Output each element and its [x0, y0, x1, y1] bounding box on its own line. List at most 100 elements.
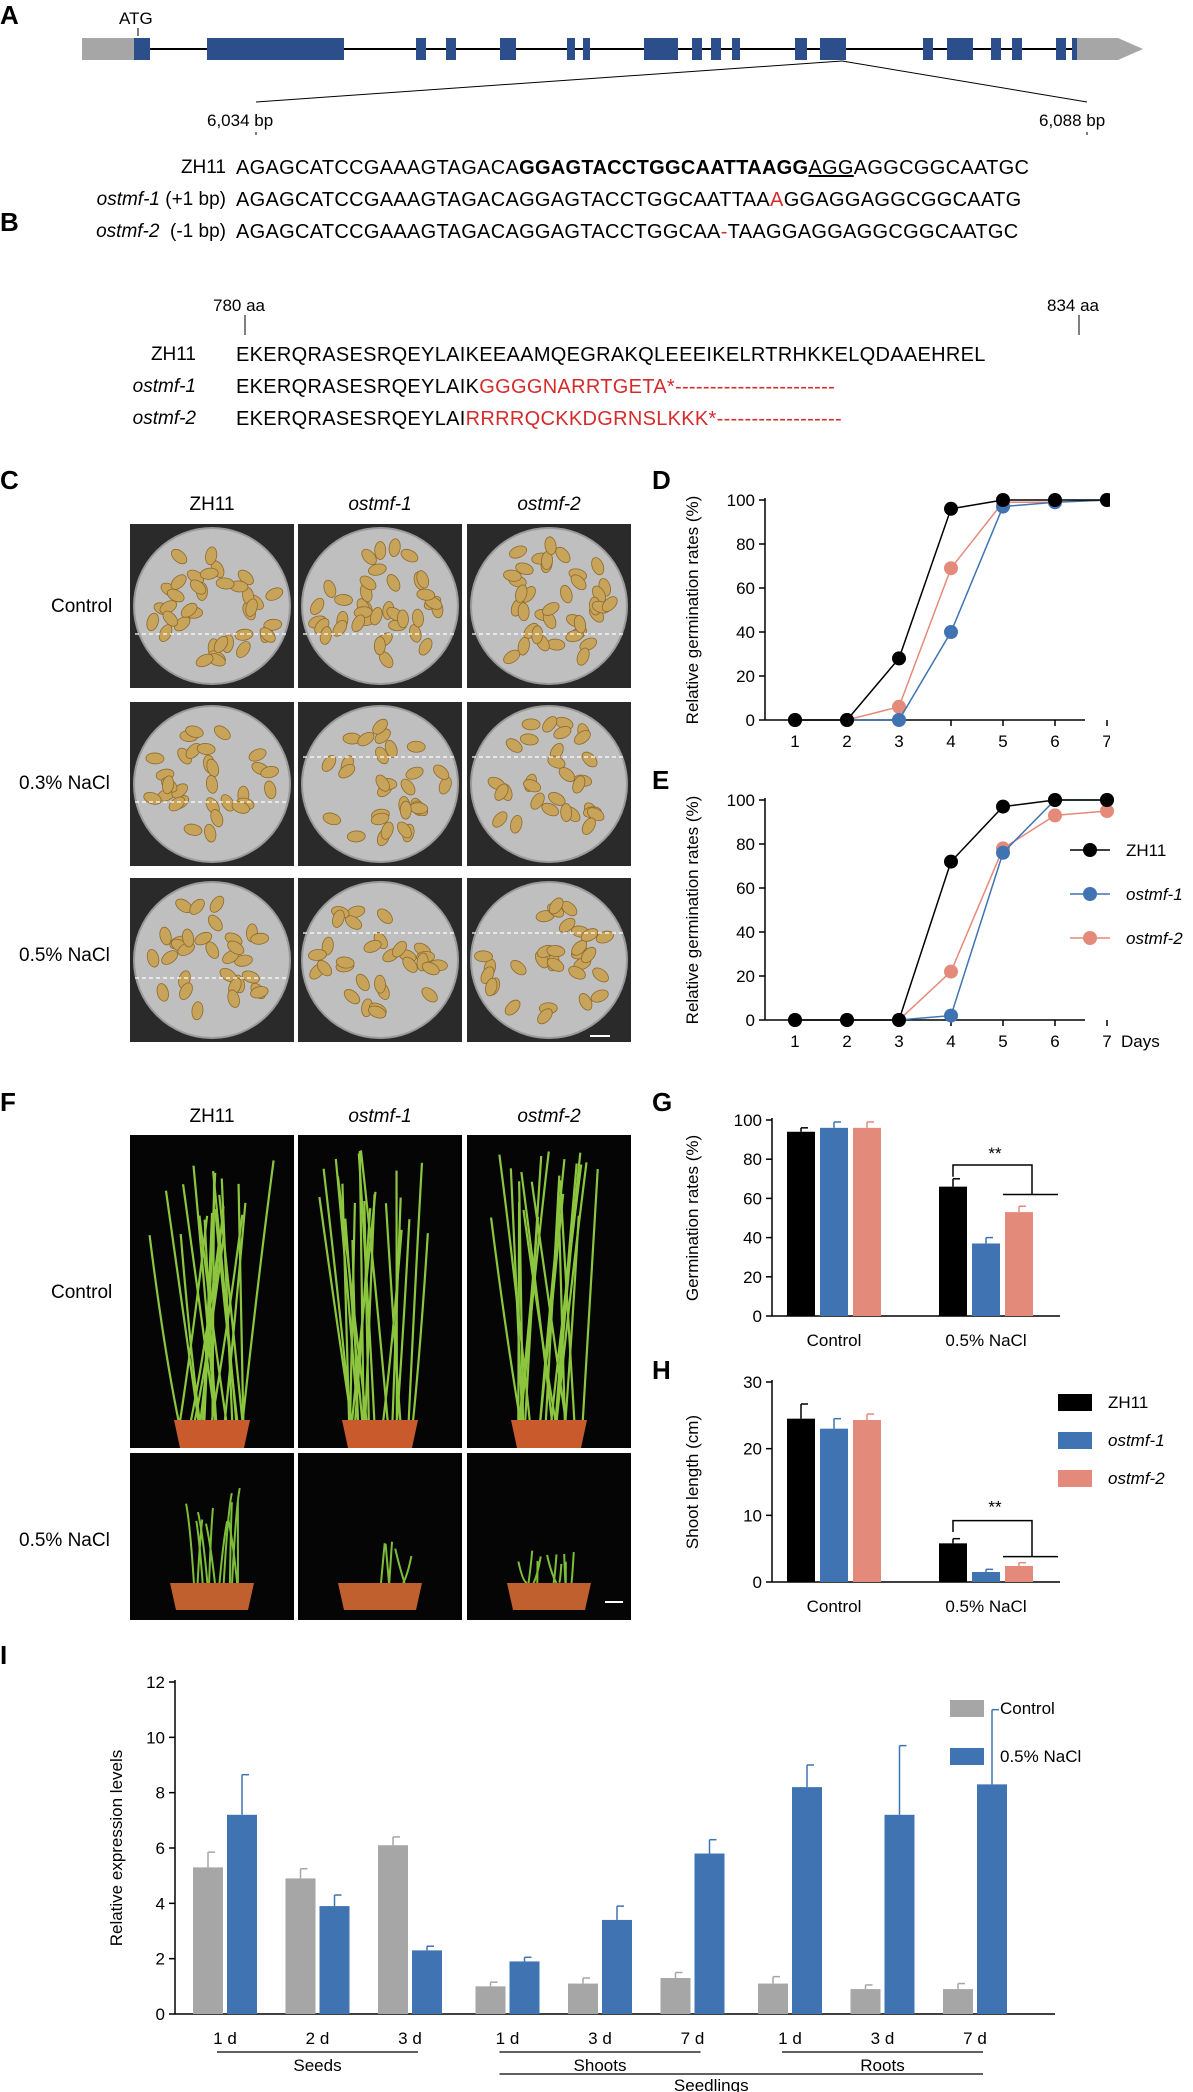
- x-tick-label: 6: [1050, 1032, 1059, 1051]
- x-tick-label: 3: [894, 732, 903, 751]
- legend-label: ZH11: [1108, 1393, 1148, 1412]
- y-axis-label: Germination rates (%): [683, 1135, 702, 1301]
- x-tick-label: 4: [946, 1032, 955, 1051]
- c-row-03nacl: 0.3% NaCl: [19, 773, 110, 794]
- significance-label: **: [988, 1144, 1002, 1163]
- legend-label: ostmf-1: [1126, 885, 1183, 904]
- y-tick-label: 40: [743, 1229, 762, 1248]
- end-aa-label: 834 aa: [1047, 296, 1099, 315]
- dish-photo: [467, 878, 631, 1042]
- data-point: [788, 1013, 802, 1027]
- bar: [694, 1853, 725, 2014]
- bar: [568, 1983, 598, 2014]
- legend-swatch: [1058, 1394, 1092, 1411]
- data-point: [892, 713, 906, 727]
- y-tick-label: 60: [736, 579, 755, 598]
- f-row-control: Control: [51, 1282, 113, 1303]
- bar: [943, 1989, 973, 2014]
- gene-model: [82, 28, 1143, 135]
- y-tick-label: 20: [743, 1268, 762, 1287]
- dna-sequence-1: AGAGCATCCGAAAGTAGACAGGAGTACCTGGCAATTAAAG…: [236, 187, 1021, 213]
- c-row-control: Control: [51, 596, 113, 617]
- legend-marker: [1083, 843, 1097, 857]
- bar: [850, 1989, 881, 2014]
- data-point: [1048, 493, 1062, 507]
- y-tick-label: 80: [736, 535, 755, 554]
- category-label: 1 d: [496, 2029, 520, 2048]
- protein-segment: ------------------: [716, 408, 842, 430]
- data-point: [944, 625, 958, 639]
- dna-segment: AGGCGGCAATGC: [853, 157, 1030, 179]
- group-label: Seeds: [293, 2056, 341, 2075]
- legend-marker: [1083, 887, 1097, 901]
- bar: [509, 1961, 540, 2014]
- y-tick-label: 100: [734, 1111, 762, 1130]
- x-tick-label: 3: [894, 1032, 903, 1051]
- data-point: [1100, 804, 1114, 818]
- y-tick-label: 0: [753, 1573, 762, 1592]
- dna-segment: GGAGGAGGCGGCAATG: [783, 189, 1022, 211]
- chart-h: 0 10 20 30 Shoot length (cm) Control 0.5% NaCl…: [683, 1373, 1165, 1616]
- germination-photo-grid: [130, 524, 631, 1044]
- data-point: [1048, 793, 1062, 807]
- data-point: [996, 799, 1010, 814]
- x-tick-label: 5: [998, 1032, 1007, 1051]
- y-tick-label: 80: [743, 1150, 762, 1169]
- data-point: [944, 964, 958, 979]
- category-label: Control: [807, 1331, 862, 1350]
- dna-sequence-0: AGAGCATCCGAAAGTAGACAGGAGTACCTGGCAATTAAGG…: [236, 155, 1029, 181]
- y-tick-label: 0: [156, 2005, 165, 2024]
- series-line: [795, 799, 1107, 1021]
- legend-swatch: [950, 1748, 984, 1765]
- data-point: [1100, 793, 1114, 807]
- protein-segment: RRRRQCKKDGRNSLKKK*: [465, 408, 717, 430]
- f-col-ostmf2: ostmf-2: [517, 1106, 581, 1127]
- dish-photo: [298, 878, 462, 1042]
- bar: [884, 1814, 915, 2014]
- c-col-ostmf2: ostmf-2: [517, 494, 581, 515]
- bar: [787, 1418, 815, 1582]
- bar: [977, 1784, 1007, 2014]
- dna-segment: AGAGCATCCGAAAGTAGACAGGAGTACCTGGCAATTAA: [236, 189, 771, 211]
- bar: [319, 1906, 350, 2014]
- panel-letter-d: D: [652, 465, 671, 495]
- plant-photo-control: [130, 1135, 294, 1448]
- y-tick-label: 12: [146, 1673, 165, 1692]
- dna-label-0: ZH11: [180, 157, 226, 178]
- dish-photo: [467, 524, 631, 688]
- protein-sequence-0: EKERQRASESRQEYLAIKEEAAMQEGRAKQLEEEIKELRT…: [236, 342, 986, 368]
- legend-label: ostmf-2: [1108, 1469, 1165, 1488]
- data-point: [892, 1013, 906, 1027]
- dna-segment: GGAGTACCTGGCAATTAAGG: [519, 157, 809, 179]
- protein-sequence-1: EKERQRASESRQEYLAIKGGGGNARRTGETA*--------…: [236, 374, 835, 400]
- bar: [787, 1131, 815, 1316]
- protein-segment: EKERQRASESRQEYLAI: [236, 408, 466, 430]
- panel-letter-c: C: [0, 465, 19, 495]
- y-tick-label: 10: [146, 1728, 165, 1747]
- f-row-05nacl: 0.5% NaCl: [19, 1530, 110, 1551]
- dish-photo: [467, 702, 631, 866]
- bar: [602, 1919, 632, 2014]
- protein-label-0: ZH11: [150, 344, 196, 365]
- legend-label: ostmf-2: [1126, 929, 1183, 948]
- chart-i: 0 2 4 6 8 10 12 Relative expression levels 1 d 2 …: [107, 1673, 1081, 2092]
- x-tick-label: 7: [1102, 732, 1110, 751]
- dna-segment: -: [720, 221, 728, 243]
- protein-sequence-2: EKERQRASESRQEYLAIRRRRQCKKDGRNSLKKK*-----…: [236, 406, 842, 432]
- y-axis-label: Shoot length (cm): [683, 1415, 702, 1549]
- legend-swatch: [1058, 1470, 1092, 1487]
- category-label: Control: [807, 1597, 862, 1616]
- bar: [1005, 1566, 1033, 1582]
- x-tick-label: 1: [790, 1032, 799, 1051]
- panel-letter-a: A: [0, 0, 19, 30]
- dish-photo: [130, 878, 294, 1042]
- panel-letter-g: G: [652, 1087, 673, 1117]
- c-row-05nacl: 0.5% NaCl: [19, 945, 110, 966]
- legend-marker: [1083, 931, 1097, 945]
- y-tick-label: 100: [727, 791, 755, 810]
- y-axis-label: Relative expression levels: [107, 1750, 126, 1947]
- category-label: 0.5% NaCl: [945, 1331, 1026, 1350]
- bar: [939, 1543, 967, 1582]
- c-col-zh11: ZH11: [189, 494, 235, 515]
- category-label: 3 d: [588, 2029, 612, 2048]
